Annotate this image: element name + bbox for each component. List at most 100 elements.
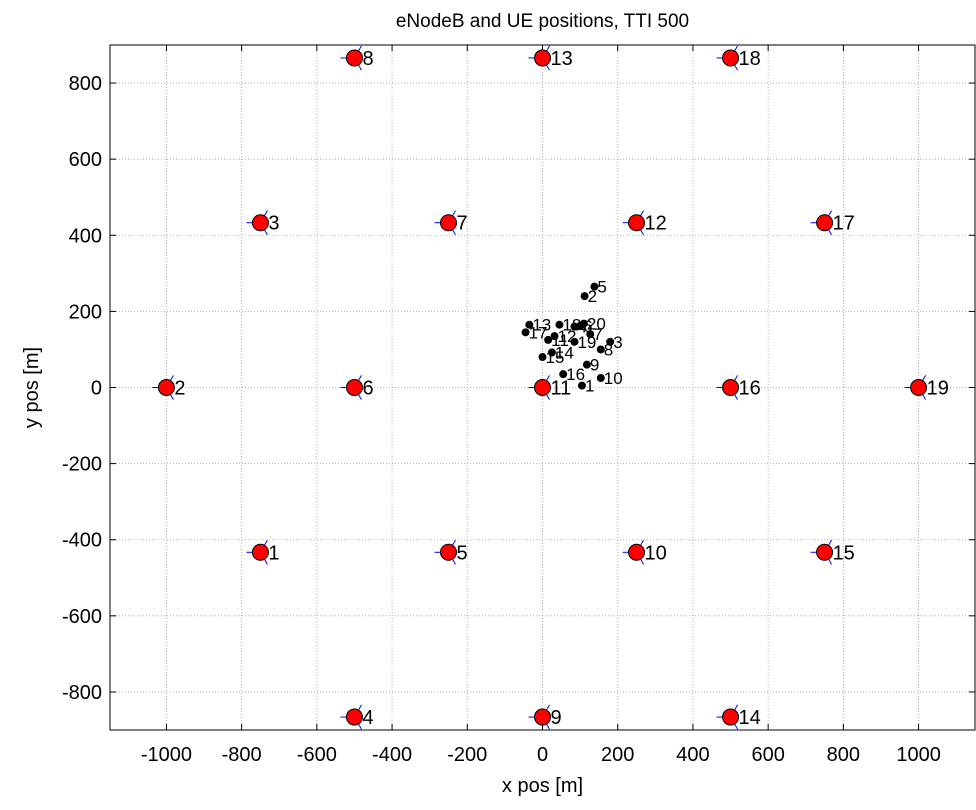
ue-marker [606, 337, 615, 346]
x-tick-label: 400 [676, 744, 709, 766]
x-tick-label: -600 [297, 744, 337, 766]
enodeb-label: 9 [551, 707, 562, 729]
ue-marker [559, 370, 568, 379]
enodeb-marker [722, 708, 740, 726]
enodeb-18: 18 [716, 45, 761, 71]
plot-frame [109, 44, 976, 731]
ue-marker [579, 319, 588, 328]
enodeb-6: 6 [340, 375, 374, 400]
ue-label: 19 [577, 333, 596, 352]
enodeb-3: 3 [246, 210, 280, 236]
enodeb-marker [910, 379, 928, 396]
ue-marker [550, 332, 559, 341]
ue-marker [596, 373, 605, 382]
enodeb-label: 19 [927, 378, 949, 400]
enodeb-label: 10 [645, 542, 667, 564]
enodeb-marker [534, 379, 551, 396]
enodeb-label: 14 [739, 707, 761, 729]
ue-marker [582, 360, 591, 369]
ue-marker [580, 292, 589, 301]
ue-label: 6 [583, 317, 592, 336]
enodeb-17: 17 [810, 210, 855, 236]
x-tick-label: -200 [447, 744, 487, 766]
enodeb-marker [816, 543, 834, 561]
enodeb-marker [345, 379, 363, 396]
y-axis-title: y pos [m] [21, 347, 43, 428]
ue-label: 10 [604, 369, 623, 388]
ue-13: 13 [525, 316, 551, 335]
enodeb-marker [251, 214, 269, 232]
enodeb-marker [722, 379, 740, 396]
ue-9: 9 [582, 356, 599, 375]
ue-marker [596, 345, 605, 354]
ue-19: 19 [570, 333, 596, 352]
ue-marker [590, 282, 599, 291]
y-tick-label: 200 [69, 301, 102, 323]
enodeb-label: 18 [739, 48, 761, 70]
enodeb-2: 2 [152, 375, 186, 400]
ue-3: 3 [606, 333, 623, 352]
ue-15: 15 [538, 348, 564, 367]
ue-7: 7 [586, 325, 603, 344]
y-tick-label: -400 [62, 530, 102, 552]
ue-label: 17 [529, 323, 548, 342]
ue-label: 7 [593, 325, 602, 344]
grid-lines [110, 45, 975, 730]
enodeb-5: 5 [434, 539, 468, 565]
enodeb-13: 13 [528, 45, 573, 71]
y-tick-label: 400 [69, 225, 102, 247]
enodeb-4: 4 [340, 704, 374, 730]
ue-marker [547, 348, 556, 357]
axis-ticks: -1000 -800 -600 -400 -200 0 200 400 600 800 1000-8… [62, 45, 975, 766]
enodeb-label: 6 [362, 378, 373, 400]
enodeb-marker [816, 214, 834, 232]
ue-8: 8 [596, 340, 613, 359]
ue-marker [577, 381, 586, 390]
ue-2: 2 [580, 287, 597, 306]
enodeb-label: 4 [362, 707, 373, 729]
enodeb-label: 12 [645, 213, 667, 235]
enodeb-16: 16 [716, 375, 761, 400]
enodeb-marker [345, 49, 363, 67]
enodeb-12: 12 [622, 210, 667, 236]
ue-label: 14 [555, 343, 574, 362]
ue-16: 16 [559, 365, 585, 384]
chart-title: eNodeB and UE positions, TTI 500 [396, 11, 689, 32]
enodeb-label: 8 [362, 48, 373, 70]
enodeb-marker [534, 708, 551, 726]
ue-14: 14 [547, 343, 574, 362]
enodeb-label: 11 [551, 378, 572, 400]
ue-marker [555, 320, 564, 329]
ue-label: 20 [587, 315, 606, 334]
ue-18: 18 [555, 316, 581, 335]
enodeb-10: 10 [622, 539, 667, 565]
x-tick-label: -800 [222, 744, 262, 766]
x-tick-label: -1000 [141, 744, 192, 766]
enodeb-label: 17 [833, 213, 855, 235]
enodeb-marker [534, 49, 551, 67]
x-tick-label: 800 [827, 744, 860, 766]
ue-label: 5 [597, 278, 606, 297]
ue-10: 10 [596, 369, 623, 388]
ue-marker [521, 328, 530, 337]
ue-20: 20 [579, 315, 606, 334]
ue-marker [538, 353, 547, 362]
ue-marker [586, 330, 595, 339]
enodeb-marker [628, 543, 646, 561]
enodeb-marker [157, 379, 175, 396]
x-tick-label: -400 [372, 744, 412, 766]
ue-markers: 1234567891011121314151617181920 [521, 278, 623, 396]
ue-label: 16 [566, 365, 585, 384]
enodeb-label: 13 [551, 48, 573, 70]
ue-1: 1 [577, 377, 594, 396]
y-tick-label: -200 [62, 454, 102, 476]
x-tick-label: 200 [601, 744, 634, 766]
enodeb-14: 14 [716, 704, 761, 730]
ue-label: 1 [585, 377, 594, 396]
ue-label: 2 [588, 287, 597, 306]
x-tick-label: 600 [751, 744, 784, 766]
enodeb-label: 7 [456, 213, 467, 235]
